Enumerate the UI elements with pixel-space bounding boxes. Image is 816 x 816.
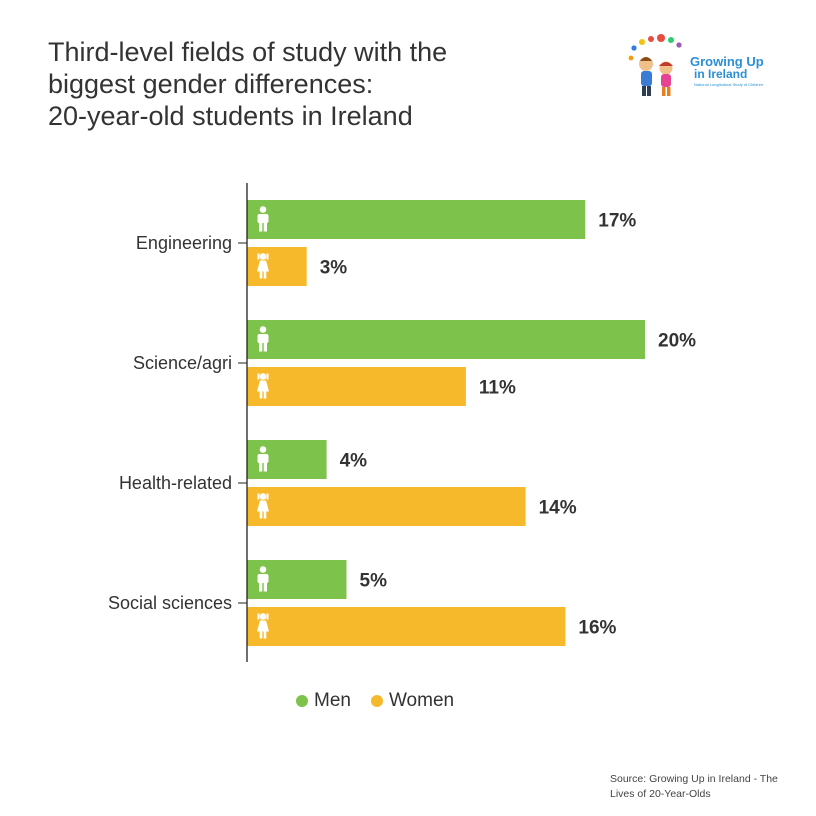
data-label: 4% <box>340 451 368 472</box>
legend-item-men: Men <box>296 690 351 712</box>
bar-men <box>247 320 645 359</box>
legend-item-women: Women <box>370 690 455 712</box>
data-label: 3% <box>320 258 348 279</box>
legend-swatch-men <box>296 695 308 707</box>
growing-up-in-ireland-logo: Growing Up in Ireland National Longitudi… <box>628 34 764 96</box>
bar-women <box>247 607 566 646</box>
data-label: 20% <box>658 331 696 352</box>
category-label: Science/agri <box>133 353 232 373</box>
bar-women <box>247 247 307 286</box>
legend-label-men: Men <box>314 690 351 711</box>
bar-men <box>247 200 586 239</box>
logo-text-line1: Growing Up <box>690 54 764 69</box>
female-icon <box>257 613 269 639</box>
chart-title-line: biggest gender differences: <box>48 69 374 99</box>
source-note: Source: Growing Up in Ireland - The Live… <box>610 773 778 800</box>
category-label: Social sciences <box>108 593 232 613</box>
data-label: 14% <box>539 498 577 519</box>
data-label: 16% <box>578 618 616 639</box>
category-label: Engineering <box>136 233 232 253</box>
chart-title-line: 20-year-old students in Ireland <box>48 101 413 131</box>
female-icon <box>257 253 269 279</box>
bar-women <box>247 487 526 526</box>
legend-label-women: Women <box>388 690 455 711</box>
legend: Men Women <box>296 690 454 712</box>
chart-title-line: Third-level fields of study with the <box>48 37 448 67</box>
data-label: 17% <box>598 211 636 232</box>
legend-swatch-women <box>370 695 383 707</box>
male-icon <box>257 566 269 592</box>
data-label: 11% <box>479 378 516 399</box>
logo-text-line2: in Ireland <box>694 67 747 81</box>
male-icon <box>257 206 269 232</box>
logo-tagline: National Longitudinal Study of Children <box>694 82 763 87</box>
male-icon <box>257 446 269 472</box>
category-label: Health-related <box>119 473 232 493</box>
data-label: 5% <box>360 571 388 592</box>
chart-title: Third-level fields of study with the big… <box>48 36 568 132</box>
female-icon <box>257 493 269 519</box>
female-icon <box>257 373 269 399</box>
male-icon <box>257 326 269 352</box>
bar-women <box>247 367 466 406</box>
